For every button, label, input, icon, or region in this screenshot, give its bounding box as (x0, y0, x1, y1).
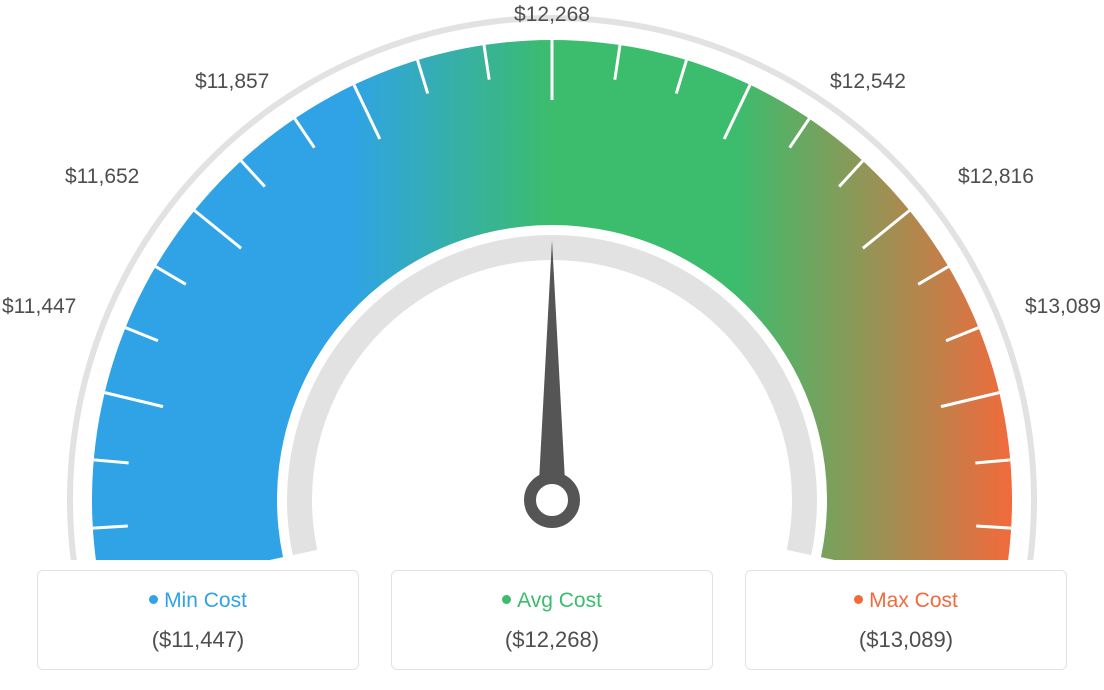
gauge-tick-label: $11,857 (195, 70, 269, 94)
legend-title-avg: Avg Cost (402, 589, 702, 613)
legend-title-min: Min Cost (48, 589, 348, 613)
legend-label-avg: Avg Cost (517, 589, 602, 612)
legend-value-max: ($13,089) (756, 627, 1056, 653)
dot-icon-avg (502, 595, 511, 604)
legend-card-max: Max Cost ($13,089) (745, 570, 1067, 670)
legend-title-max: Max Cost (756, 589, 1056, 613)
legend-label-max: Max Cost (869, 589, 958, 612)
legend-value-avg: ($12,268) (402, 627, 702, 653)
legend-card-min: Min Cost ($11,447) (37, 570, 359, 670)
gauge-tick-label: $12,816 (958, 165, 1034, 189)
legend-value-min: ($11,447) (48, 627, 348, 653)
legend-card-avg: Avg Cost ($12,268) (391, 570, 713, 670)
gauge-tick-label: $12,268 (514, 3, 590, 27)
dot-icon-max (854, 595, 863, 604)
gauge-tick-label: $11,447 (2, 295, 76, 319)
gauge-area: $11,447 $11,652 $11,857 $12,268 $12,542 $12,8… (0, 0, 1104, 560)
gauge-tick-label: $12,542 (830, 70, 906, 94)
legend-label-min: Min Cost (164, 589, 247, 612)
gauge-tick-label: $11,652 (65, 165, 139, 189)
legend-row: Min Cost ($11,447) Avg Cost ($12,268) Ma… (0, 570, 1104, 670)
gauge-tick-label: $13,089 (1025, 295, 1101, 319)
dot-icon-min (149, 595, 158, 604)
gauge-chart-container: $11,447 $11,652 $11,857 $12,268 $12,542 $12,8… (0, 0, 1104, 690)
gauge-svg (0, 0, 1104, 560)
